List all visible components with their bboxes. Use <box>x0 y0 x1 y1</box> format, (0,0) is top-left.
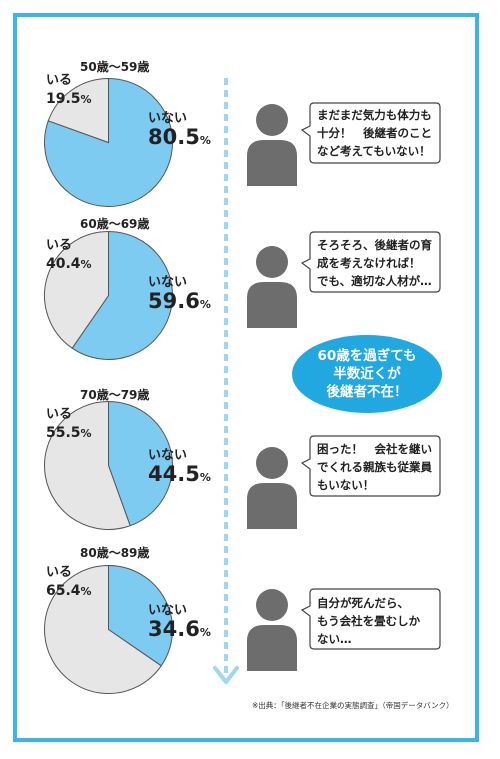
pie-slice-inai <box>71 230 173 360</box>
label-inai-word: いない <box>148 275 188 290</box>
pie-slice-iru <box>44 564 162 694</box>
label-inai-word: いない <box>148 448 188 463</box>
person-silhouette-icon <box>247 589 297 671</box>
person-silhouette-icon <box>247 447 297 529</box>
label-inai-word: いない <box>148 603 188 618</box>
label-inai: いない 80.5% <box>148 112 211 152</box>
label-inai: いない 59.6% <box>148 276 211 316</box>
pie-age-label: 60歳〜69歳 <box>80 217 150 231</box>
label-inai-value: 34.6% <box>148 617 211 641</box>
label-iru-value: 65.4% <box>46 583 92 599</box>
label-iru-word: いる <box>46 73 73 88</box>
pie-chart-60s <box>44 230 173 360</box>
label-iru: いる 40.4% <box>46 239 92 276</box>
pie-age-label: 50歳〜59歳 <box>80 60 150 74</box>
label-inai-value: 59.6% <box>148 289 211 313</box>
speech-bubble-text: そろそろ、後継者の育 成を考えなければ！ でも、適切な人材が… <box>317 238 432 288</box>
pie-chart-80s <box>44 564 173 694</box>
pie-slice-inai <box>108 564 173 667</box>
source-note: ※出典：「後継者不在企業の実態調査」（帝国データバンク） <box>252 701 454 710</box>
pie-chart-70s <box>44 400 173 530</box>
pie-age-label: 70歳〜79歳 <box>80 388 150 402</box>
person-silhouette-icon <box>247 246 297 328</box>
speech-bubble <box>300 435 441 497</box>
speech-bubble-text: まだまだ気力も体力も 十分！ 後継者のこと など考えてもいない！ <box>317 108 432 158</box>
pie-slice-inai <box>108 400 173 527</box>
speech-bubble-text: 困った！ 会社を継い でくれる親族も従業員 もいない！ <box>317 442 432 492</box>
label-iru-word: いる <box>46 407 73 422</box>
label-inai-value: 44.5% <box>148 462 211 486</box>
label-iru: いる 55.5% <box>46 408 92 445</box>
callout-badge: 60歳を過ぎても 半数近くが 後継者不在！ <box>292 335 442 413</box>
speech-bubble <box>300 231 441 293</box>
label-inai: いない 34.6% <box>148 604 211 644</box>
pie-chart-50s <box>44 77 173 207</box>
label-inai-value: 80.5% <box>148 125 211 149</box>
speech-bubble <box>300 588 441 650</box>
label-inai-word: いない <box>148 111 188 126</box>
dashed-down-arrow-icon <box>213 78 239 684</box>
pie-slice-iru <box>44 230 109 349</box>
speech-bubble <box>300 102 441 164</box>
pie-slice-iru <box>47 77 109 144</box>
label-inai: いない 44.5% <box>148 449 211 489</box>
label-iru-value: 55.5% <box>46 425 92 441</box>
label-iru-word: いる <box>46 565 73 580</box>
label-iru: いる 65.4% <box>46 566 92 603</box>
pie-slice-iru <box>44 400 131 530</box>
person-silhouette-icon <box>247 104 297 186</box>
label-iru: いる 19.5% <box>46 74 92 111</box>
label-iru-value: 40.4% <box>46 256 92 272</box>
speech-bubble-text: 自分が死んだら、 もう会社を畳むしか ない… <box>317 596 421 646</box>
pie-age-label: 80歳〜89歳 <box>80 546 150 560</box>
label-iru-word: いる <box>46 238 73 253</box>
label-iru-value: 19.5% <box>46 91 92 107</box>
